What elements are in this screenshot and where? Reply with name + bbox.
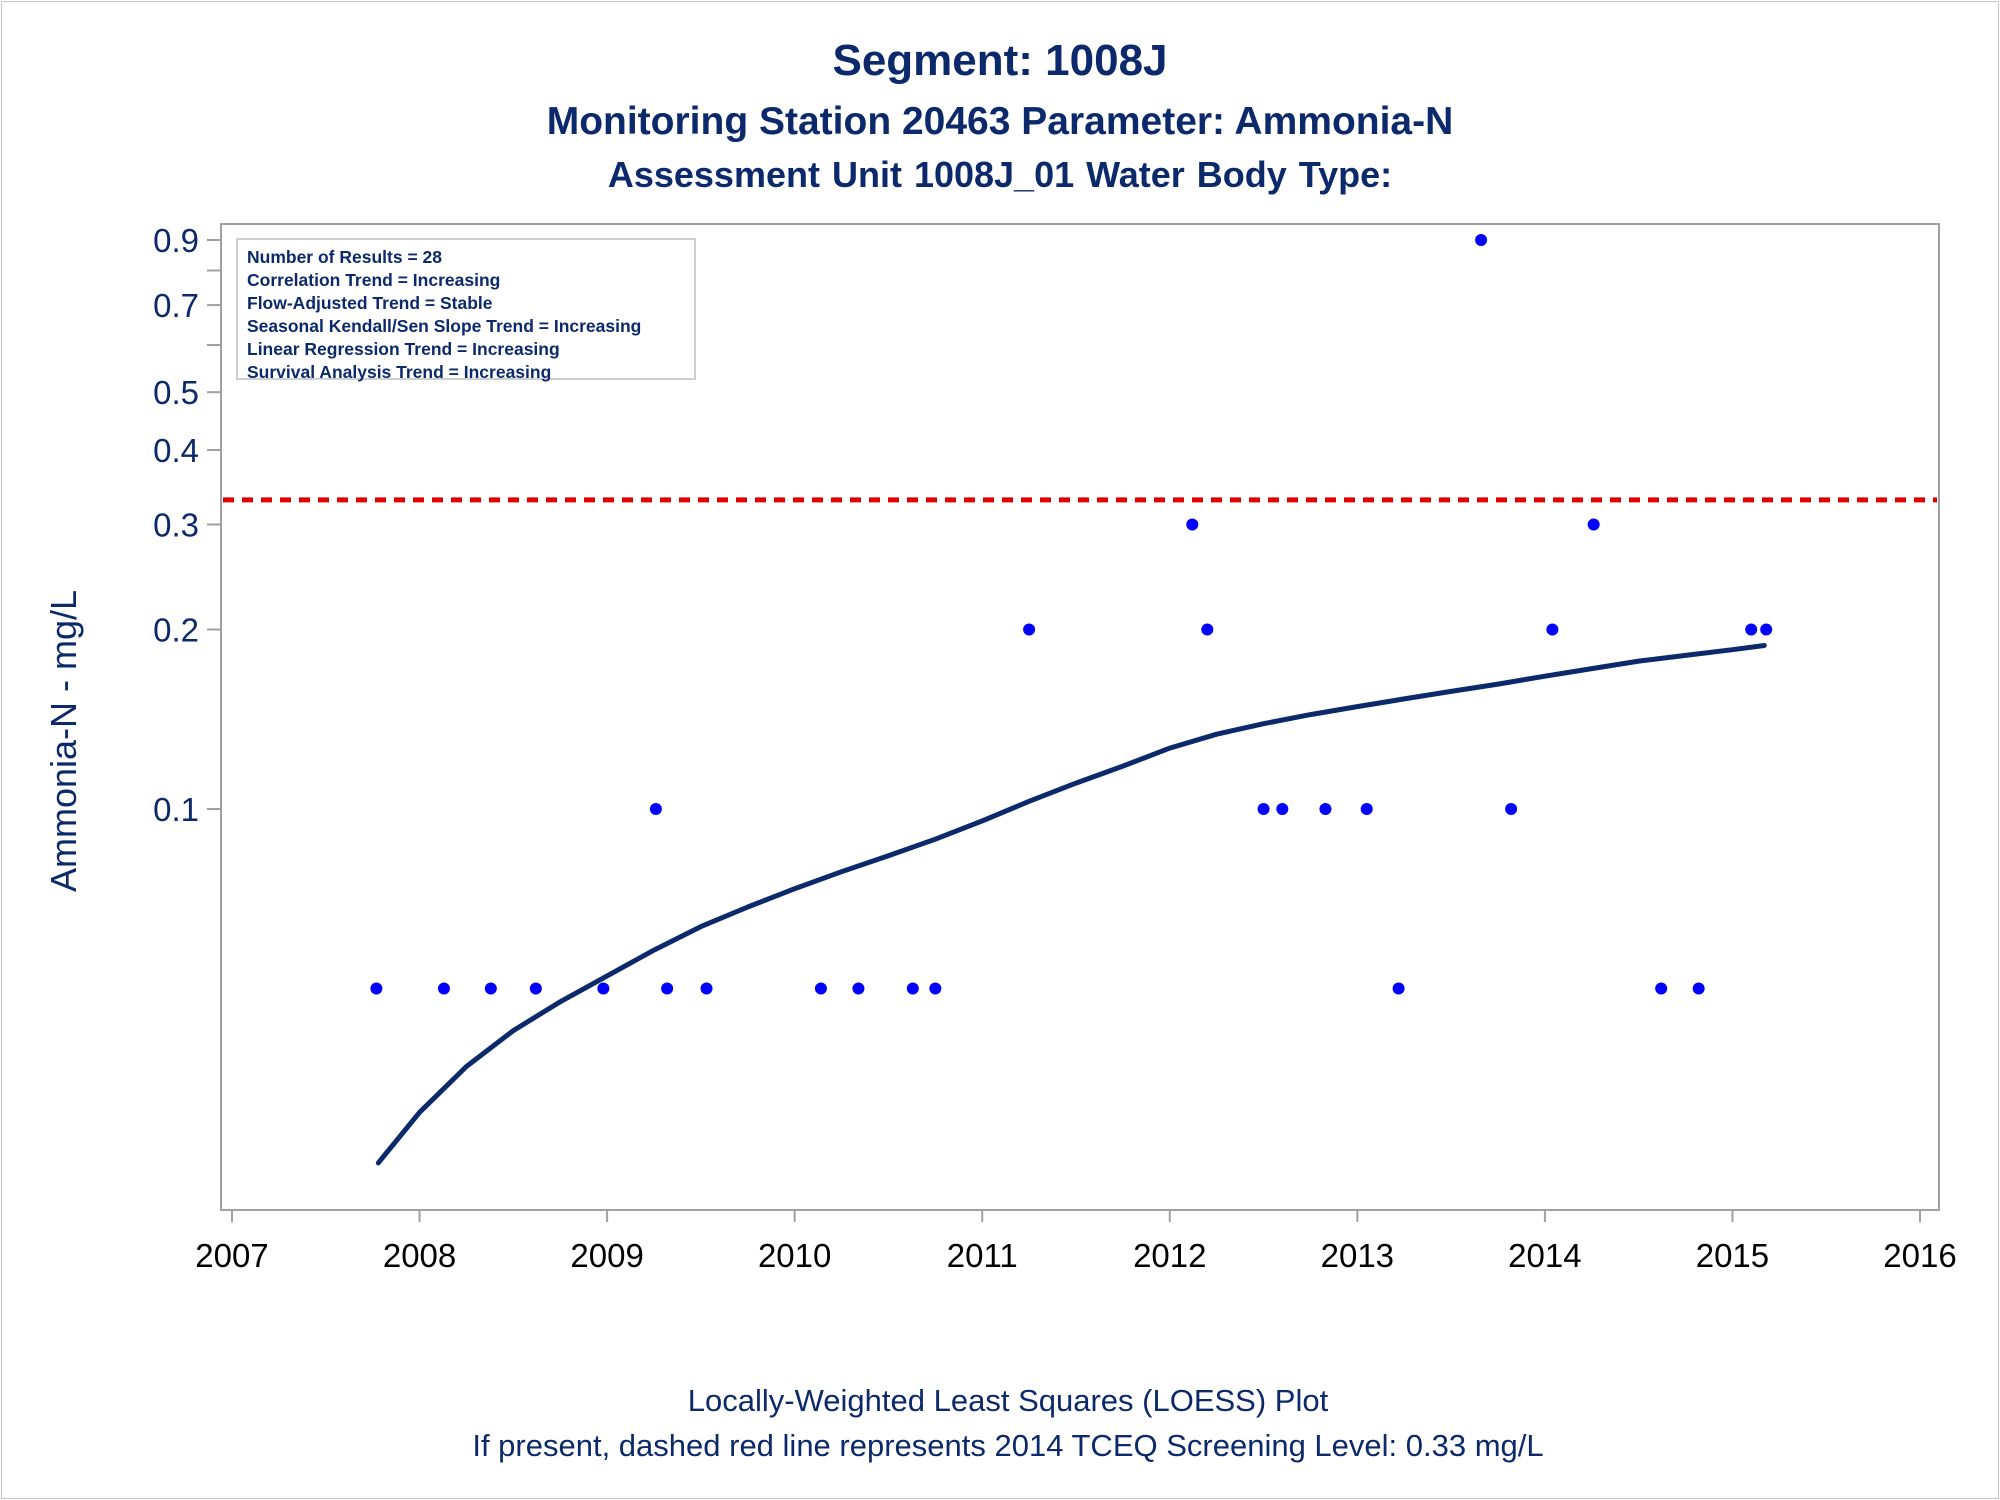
y-tick-label: 0.1 — [153, 791, 199, 828]
data-point — [1587, 518, 1600, 531]
data-point — [437, 982, 450, 995]
data-point — [1692, 982, 1705, 995]
data-point — [1760, 623, 1773, 636]
stat-linear-regression-trend: Linear Regression Trend = Increasing — [247, 339, 560, 359]
chart-title: Segment: 1008J — [832, 36, 1168, 85]
data-point — [1186, 518, 1199, 531]
y-tick-label: 0.4 — [153, 432, 199, 469]
data-point — [484, 982, 497, 995]
y-tick-label: 0.9 — [153, 222, 199, 259]
x-tick-label: 2012 — [1133, 1237, 1206, 1274]
data-point — [1745, 623, 1758, 636]
data-point — [906, 982, 919, 995]
data-point — [1475, 234, 1488, 246]
stat-correlation-trend: Correlation Trend = Increasing — [247, 270, 501, 290]
data-point — [1023, 623, 1036, 636]
data-point — [1505, 803, 1518, 815]
data-point — [1201, 623, 1214, 636]
x-tick-label: 2009 — [570, 1237, 643, 1274]
y-tick-label: 0.2 — [153, 612, 199, 649]
data-point — [1257, 803, 1270, 815]
data-point — [597, 982, 610, 995]
x-tick-label: 2014 — [1508, 1237, 1581, 1274]
data-point — [700, 982, 713, 995]
x-tick-label: 2013 — [1321, 1237, 1394, 1274]
y-tick-label: 0.5 — [153, 374, 199, 411]
stat-seasonal-kendall-trend: Seasonal Kendall/Sen Slope Trend = Incre… — [247, 316, 642, 336]
trend-stats-box: Number of Results = 28 Correlation Trend… — [236, 238, 696, 382]
loess-curve — [375, 643, 1767, 1166]
x-tick-label: 2010 — [758, 1237, 831, 1274]
data-point — [649, 803, 662, 815]
chart-subtitle-2: Assessment Unit 1008J_01 Water Body Type… — [607, 154, 1393, 195]
y-tick-label: 0.3 — [153, 507, 199, 544]
data-point — [529, 982, 542, 995]
data-point — [1319, 803, 1332, 815]
data-point — [814, 982, 827, 995]
footnote-screening-level: If present, dashed red line represents 2… — [472, 1428, 1544, 1463]
stat-number-of-results: Number of Results = 28 — [247, 247, 442, 267]
data-point — [1392, 982, 1405, 995]
data-point — [1360, 803, 1373, 815]
data-point — [1546, 623, 1559, 636]
x-tick-label: 2008 — [383, 1237, 456, 1274]
x-tick-label: 2015 — [1696, 1237, 1769, 1274]
footnote-loess: Locally-Weighted Least Squares (LOESS) P… — [687, 1383, 1329, 1418]
y-tick-label: 0.7 — [153, 287, 199, 324]
stat-survival-analysis-trend: Survival Analysis Trend = Increasing — [247, 362, 552, 382]
data-point — [929, 982, 942, 995]
x-tick-label: 2016 — [1883, 1237, 1956, 1274]
chart-subtitle: Monitoring Station 20463 Parameter: Ammo… — [546, 100, 1454, 143]
plot-frame — [220, 223, 1940, 1211]
stat-flow-adjusted-trend: Flow-Adjusted Trend = Stable — [247, 293, 493, 313]
x-tick-label: 2007 — [195, 1237, 268, 1274]
data-point — [852, 982, 865, 995]
data-point — [1655, 982, 1668, 995]
data-point — [370, 982, 383, 995]
data-point — [1276, 803, 1289, 815]
data-point — [661, 982, 674, 995]
x-tick-label: 2011 — [947, 1237, 1018, 1274]
